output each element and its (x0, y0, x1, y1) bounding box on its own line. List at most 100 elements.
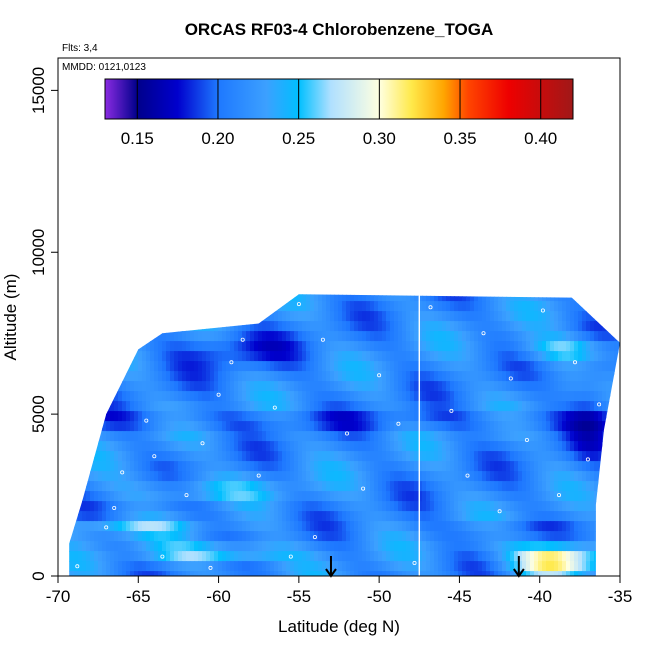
heatmap-cell (302, 541, 307, 552)
heatmap-cell (322, 411, 327, 422)
heatmap-cell (214, 401, 219, 412)
heatmap-cell (370, 361, 375, 372)
heatmap-cell (142, 301, 147, 312)
heatmap-cell (590, 321, 595, 332)
heatmap-cell (594, 371, 599, 382)
heatmap-cell (146, 411, 151, 422)
heatmap-cell (602, 341, 607, 352)
heatmap-cell (370, 391, 375, 402)
heatmap-cell (234, 381, 239, 392)
heatmap-cell (246, 551, 251, 562)
heatmap-cell (494, 561, 499, 572)
heatmap-cell (178, 521, 183, 532)
heatmap-cell (346, 401, 351, 412)
heatmap-cell (534, 381, 539, 392)
heatmap-cell (218, 481, 223, 492)
heatmap-cell (414, 531, 419, 542)
heatmap-cell (302, 421, 307, 432)
heatmap-cell (610, 371, 615, 382)
heatmap-cell (422, 561, 427, 572)
heatmap-cell (286, 441, 291, 452)
heatmap-cell (350, 481, 355, 492)
heatmap-cell (414, 541, 419, 552)
heatmap-cell (262, 551, 267, 562)
heatmap-cell (550, 511, 555, 522)
heatmap-cell (530, 351, 535, 362)
heatmap-cell (170, 521, 175, 532)
heatmap-cell (82, 521, 87, 532)
heatmap-cell (326, 321, 331, 332)
heatmap-cell (186, 461, 191, 472)
heatmap-cell (78, 461, 83, 472)
heatmap-cell (530, 571, 535, 576)
heatmap-cell (330, 461, 335, 472)
heatmap-cell (434, 531, 439, 542)
heatmap-cell (478, 571, 483, 576)
heatmap-cell (230, 561, 235, 572)
heatmap-cell (166, 441, 171, 452)
heatmap-cell (522, 571, 527, 576)
heatmap-cell (182, 311, 187, 322)
heatmap-cell (338, 341, 343, 352)
heatmap-cell (534, 331, 539, 342)
heatmap-cell (234, 551, 239, 562)
heatmap-cell (586, 541, 591, 552)
heatmap-cell (238, 381, 243, 392)
heatmap-cell (346, 511, 351, 522)
heatmap-cell (370, 521, 375, 532)
heatmap-cell (502, 401, 507, 412)
heatmap-cell (566, 301, 571, 312)
heatmap-cell (546, 341, 551, 352)
heatmap-cell (162, 311, 167, 322)
heatmap-cell (486, 421, 491, 432)
heatmap-cell (262, 561, 267, 572)
heatmap-cell (538, 471, 543, 482)
heatmap-cell (494, 541, 499, 552)
heatmap-cell (518, 461, 523, 472)
heatmap-cell (206, 541, 211, 552)
heatmap-cell (602, 481, 607, 492)
heatmap-cell (214, 471, 219, 482)
heatmap-cell (362, 401, 367, 412)
heatmap-cell (254, 294, 259, 302)
heatmap-cell (434, 361, 439, 372)
heatmap-cell (302, 371, 307, 382)
heatmap-cell (562, 481, 567, 492)
heatmap-cell (270, 561, 275, 572)
heatmap-cell (222, 351, 227, 362)
heatmap-cell (242, 331, 247, 342)
heatmap-cell (126, 411, 131, 422)
heatmap-cell (366, 551, 371, 562)
heatmap-cell (298, 341, 303, 352)
heatmap-cell (470, 311, 475, 322)
heatmap-cell (338, 391, 343, 402)
heatmap-cell (346, 371, 351, 382)
heatmap-cell (394, 341, 399, 352)
heatmap-cell (574, 531, 579, 542)
heatmap-cell (110, 521, 115, 532)
heatmap-cell (562, 541, 567, 552)
heatmap-cell (350, 391, 355, 402)
heatmap-cell (390, 311, 395, 322)
heatmap-cell (74, 331, 79, 342)
heatmap-cell (418, 371, 423, 382)
heatmap-cell (214, 571, 219, 576)
heatmap-cell (242, 441, 247, 452)
heatmap-cell (358, 531, 363, 542)
heatmap-cell (578, 441, 583, 452)
heatmap-cell (330, 391, 335, 402)
heatmap-cell (378, 531, 383, 542)
heatmap-cell (502, 511, 507, 522)
heatmap-cell (386, 351, 391, 362)
heatmap-cell (266, 421, 271, 432)
heatmap-cell (262, 541, 267, 552)
heatmap-cell (378, 301, 383, 312)
heatmap-cell (238, 451, 243, 462)
heatmap-cell (362, 331, 367, 342)
heatmap-cell (414, 351, 419, 362)
heatmap-cell (594, 301, 599, 312)
heatmap-cell (230, 381, 235, 392)
heatmap-cell (350, 491, 355, 502)
heatmap-cell (382, 301, 387, 312)
heatmap-cell (590, 401, 595, 412)
